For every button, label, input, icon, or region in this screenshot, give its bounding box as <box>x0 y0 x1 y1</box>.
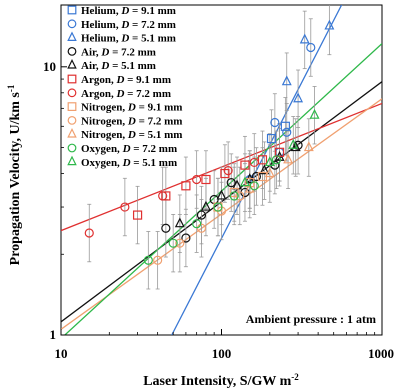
y-axis-title-superscript: -1 <box>6 84 16 92</box>
legend-marker-11 <box>67 143 77 153</box>
data-point-s10-2 <box>264 167 275 178</box>
data-point-s5-8 <box>290 141 301 152</box>
legend-marker-10 <box>67 128 77 138</box>
y-axis-title: Propagation Velocity, U/km s-1 <box>6 84 23 265</box>
legend-label-6: Argon, D = 9.1 mm <box>81 74 171 86</box>
legend-label-7: Argon, D = 7.2 mm <box>81 88 171 100</box>
data-point-s4-2 <box>181 233 191 243</box>
y-axis-title-text: Propagation Velocity, U/km s <box>8 92 23 266</box>
data-point-s5-6 <box>259 164 270 175</box>
data-point-s10-3 <box>283 153 294 164</box>
data-point-s3-2 <box>299 33 310 44</box>
data-point-s1-1 <box>266 133 277 144</box>
data-point-s12-4 <box>309 108 320 119</box>
data-point-s5-3 <box>216 189 227 200</box>
legend-marker-5 <box>67 59 77 69</box>
legend-marker-4 <box>67 47 77 56</box>
legend-label-11: Oxygen, D = 7.2 mm <box>81 143 177 155</box>
data-point-s5-2 <box>200 200 211 211</box>
y-tick-label: 1 <box>50 327 57 342</box>
legend-marker-12 <box>67 155 77 166</box>
legend-label-8: Nitrogen, D = 9.1 mm <box>81 102 182 114</box>
y-tick-label: 10 <box>43 59 56 74</box>
legend-marker-9 <box>67 115 77 125</box>
data-point-s7-1 <box>84 228 94 238</box>
ambient-pressure-annotation: Ambient pressure : 1 atm <box>246 312 376 326</box>
legend-marker-1 <box>67 5 77 15</box>
data-point-s11-7 <box>271 155 282 165</box>
data-point-s11-4 <box>213 202 223 212</box>
data-point-s6-8 <box>274 147 285 157</box>
data-point-s4-3 <box>196 210 207 220</box>
x-axis-title-text: Laser Intensity, S/GW m <box>143 374 291 389</box>
data-point-s2-2 <box>282 127 292 137</box>
legend-label-2: Helium, D = 7.2 mm <box>81 19 176 31</box>
data-point-s6-3 <box>181 181 191 191</box>
data-point-s11-2 <box>168 238 178 248</box>
data-point-s6-4 <box>201 174 211 185</box>
data-markers-group <box>84 19 335 265</box>
data-point-s7-2 <box>120 202 130 212</box>
data-point-s10-4 <box>303 141 314 152</box>
data-point-s6-6 <box>240 160 250 170</box>
data-point-s11-1 <box>143 255 153 265</box>
data-point-s5-1 <box>174 217 185 228</box>
data-point-s2-3 <box>306 42 316 53</box>
data-point-s6-1 <box>132 210 143 220</box>
data-point-s6-5 <box>220 168 230 179</box>
data-point-s4-1 <box>161 223 171 233</box>
data-point-s3-4 <box>293 92 304 103</box>
data-point-s12-1 <box>239 176 250 187</box>
x-axis-ticks: 10 100 1000 <box>55 329 394 361</box>
data-point-s9-5 <box>235 191 245 201</box>
data-point-s7-3 <box>158 191 168 201</box>
legend-label-5: Air, D = 5.1 mm <box>81 60 156 72</box>
data-point-s6-7 <box>257 155 268 165</box>
data-point-s9-1 <box>153 255 163 265</box>
x-tick-label: 100 <box>212 346 232 361</box>
x-tick-label: 1000 <box>368 346 394 361</box>
data-point-s9-2 <box>175 238 185 248</box>
data-point-s4-5 <box>226 178 236 188</box>
data-point-s11-6 <box>249 181 259 191</box>
legend-marker-3 <box>67 31 77 42</box>
data-point-s1-2 <box>280 121 290 131</box>
legend-label-4: Air, D = 7.2 mm <box>81 46 156 58</box>
data-point-s4-7 <box>251 171 262 182</box>
data-point-s7-4 <box>192 174 202 185</box>
legend-label-3: Helium, D = 5.1 mm <box>81 33 176 45</box>
data-point-s10-1 <box>244 182 255 193</box>
data-point-s6-2 <box>161 191 171 201</box>
data-point-s12-3 <box>288 138 299 149</box>
legend-marker-2 <box>67 19 77 29</box>
legend-label-1: Helium, D = 9.1 mm <box>81 5 176 17</box>
legend-marker-7 <box>67 88 77 98</box>
data-point-s7-6 <box>249 157 259 168</box>
data-point-s2-1 <box>270 117 280 128</box>
x-axis-title: Laser Intensity, S/GW m-2 <box>143 372 299 389</box>
data-point-s3-3 <box>324 19 335 30</box>
x-axis-title-superscript: -2 <box>291 372 299 382</box>
legend: Helium, D = 9.1 mm Helium, D = 7.2 mm Heli… <box>67 5 182 169</box>
data-point-s7-5 <box>223 166 233 176</box>
legend-marker-6 <box>67 74 77 84</box>
legend-label-9: Nitrogen, D = 7.2 mm <box>81 115 182 127</box>
x-tick-label: 10 <box>55 346 68 361</box>
legend-label-12: Oxygen, D = 5.1 mm <box>81 157 177 169</box>
data-point-s12-2 <box>264 156 275 167</box>
data-point-s11-5 <box>229 191 239 201</box>
data-point-s3-1 <box>281 75 292 86</box>
legend-label-10: Nitrogen, D = 5.1 mm <box>81 129 182 141</box>
legend-marker-8 <box>67 102 77 112</box>
data-point-s11-3 <box>192 219 202 229</box>
y-axis-ticks: 1 10 <box>43 59 67 342</box>
data-point-s9-3 <box>196 223 207 233</box>
